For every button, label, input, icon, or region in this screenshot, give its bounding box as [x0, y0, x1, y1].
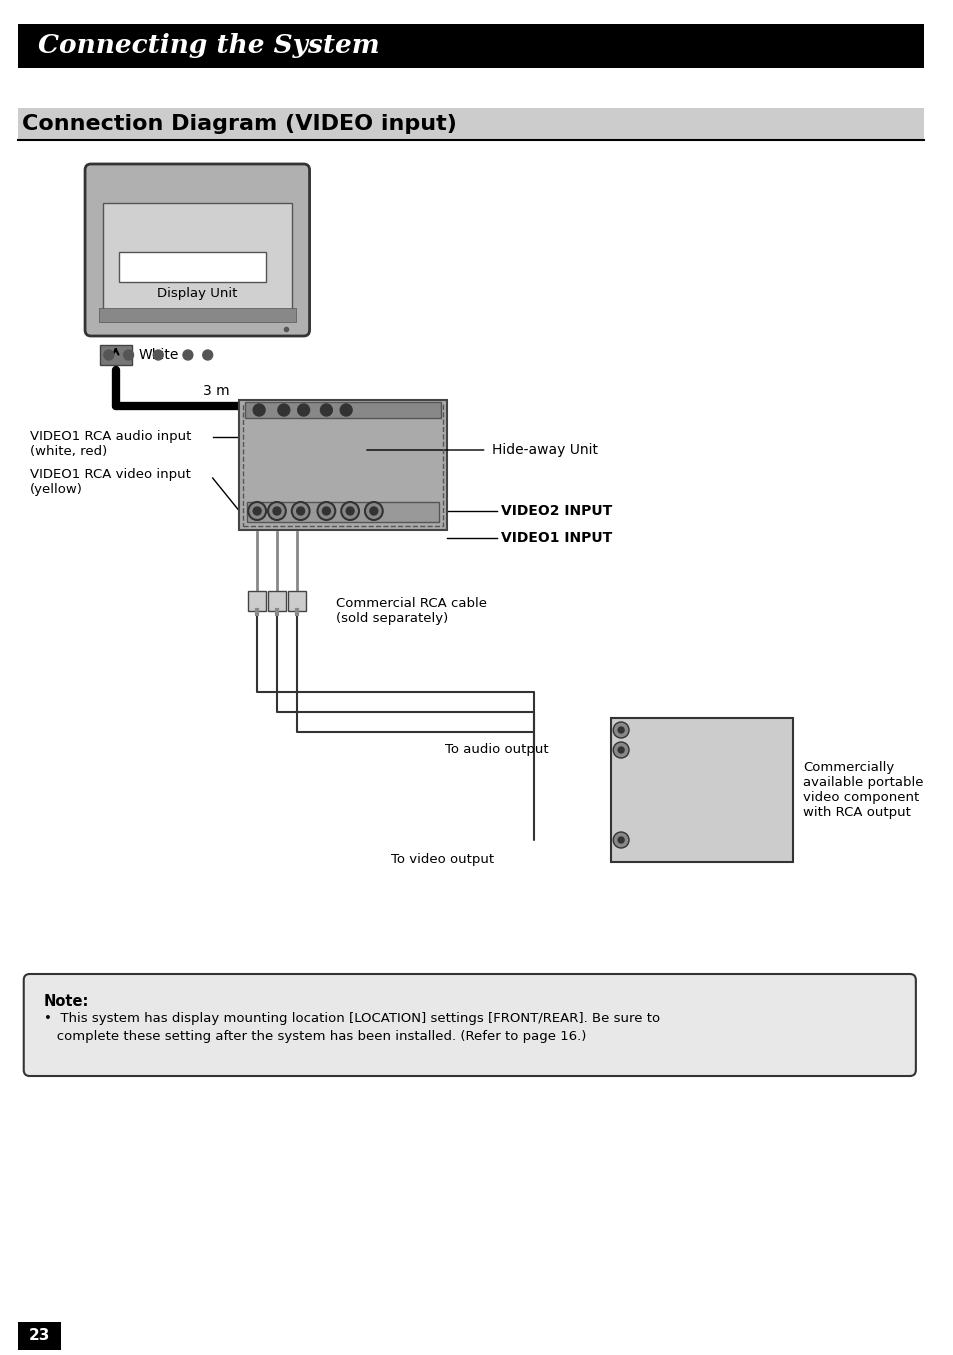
Text: Hide-away Unit: Hide-away Unit — [491, 443, 597, 457]
Text: Commercial RCA cable
(sold separately): Commercial RCA cable (sold separately) — [335, 598, 487, 625]
Circle shape — [370, 507, 377, 515]
Circle shape — [292, 501, 309, 520]
FancyBboxPatch shape — [100, 346, 132, 364]
Text: 3 m: 3 m — [203, 383, 229, 398]
Text: Connection Diagram (VIDEO input): Connection Diagram (VIDEO input) — [22, 114, 456, 134]
Circle shape — [253, 404, 265, 416]
Circle shape — [153, 350, 163, 360]
Text: Commercially
available portable
video component
with RCA output: Commercially available portable video co… — [802, 762, 923, 818]
Circle shape — [346, 507, 354, 515]
Text: VIDEO2 INPUT: VIDEO2 INPUT — [501, 504, 612, 518]
Text: To video output: To video output — [391, 854, 494, 866]
Circle shape — [124, 350, 133, 360]
Circle shape — [253, 507, 261, 515]
Text: Display Unit: Display Unit — [157, 286, 237, 299]
Circle shape — [203, 350, 213, 360]
Circle shape — [613, 743, 628, 757]
Circle shape — [618, 747, 623, 753]
Text: 23: 23 — [29, 1328, 51, 1344]
FancyBboxPatch shape — [239, 400, 447, 530]
FancyBboxPatch shape — [18, 1322, 61, 1350]
Circle shape — [273, 507, 280, 515]
Circle shape — [296, 507, 304, 515]
Circle shape — [341, 501, 358, 520]
Text: VIDEO1 RCA video input
(yellow): VIDEO1 RCA video input (yellow) — [30, 467, 191, 496]
Text: •  This system has display mounting location [LOCATION] settings [FRONT/REAR]. B: • This system has display mounting locat… — [44, 1012, 659, 1043]
FancyBboxPatch shape — [24, 974, 915, 1076]
Circle shape — [277, 404, 290, 416]
FancyBboxPatch shape — [247, 501, 438, 522]
Circle shape — [618, 728, 623, 733]
FancyBboxPatch shape — [18, 108, 923, 140]
Circle shape — [613, 832, 628, 848]
Text: Connecting the System: Connecting the System — [37, 34, 378, 58]
FancyBboxPatch shape — [611, 718, 792, 862]
Text: Note:: Note: — [44, 995, 89, 1009]
Text: To audio output: To audio output — [445, 744, 548, 756]
FancyBboxPatch shape — [118, 252, 266, 282]
Circle shape — [613, 722, 628, 738]
FancyBboxPatch shape — [248, 591, 266, 611]
FancyBboxPatch shape — [103, 203, 292, 318]
Circle shape — [618, 837, 623, 843]
Text: VIDEO1 RCA audio input
(white, red): VIDEO1 RCA audio input (white, red) — [30, 430, 191, 458]
FancyBboxPatch shape — [18, 24, 923, 68]
Circle shape — [104, 350, 113, 360]
FancyBboxPatch shape — [245, 402, 440, 417]
Circle shape — [320, 404, 332, 416]
Circle shape — [365, 501, 382, 520]
Text: White: White — [138, 348, 178, 362]
FancyBboxPatch shape — [99, 308, 295, 322]
Circle shape — [340, 404, 352, 416]
Circle shape — [248, 501, 266, 520]
FancyBboxPatch shape — [85, 164, 309, 336]
FancyBboxPatch shape — [288, 591, 305, 611]
Circle shape — [268, 501, 286, 520]
Circle shape — [297, 404, 309, 416]
Circle shape — [322, 507, 330, 515]
FancyBboxPatch shape — [268, 591, 286, 611]
Text: VIDEO1 INPUT: VIDEO1 INPUT — [501, 531, 612, 545]
Circle shape — [183, 350, 193, 360]
Circle shape — [317, 501, 335, 520]
